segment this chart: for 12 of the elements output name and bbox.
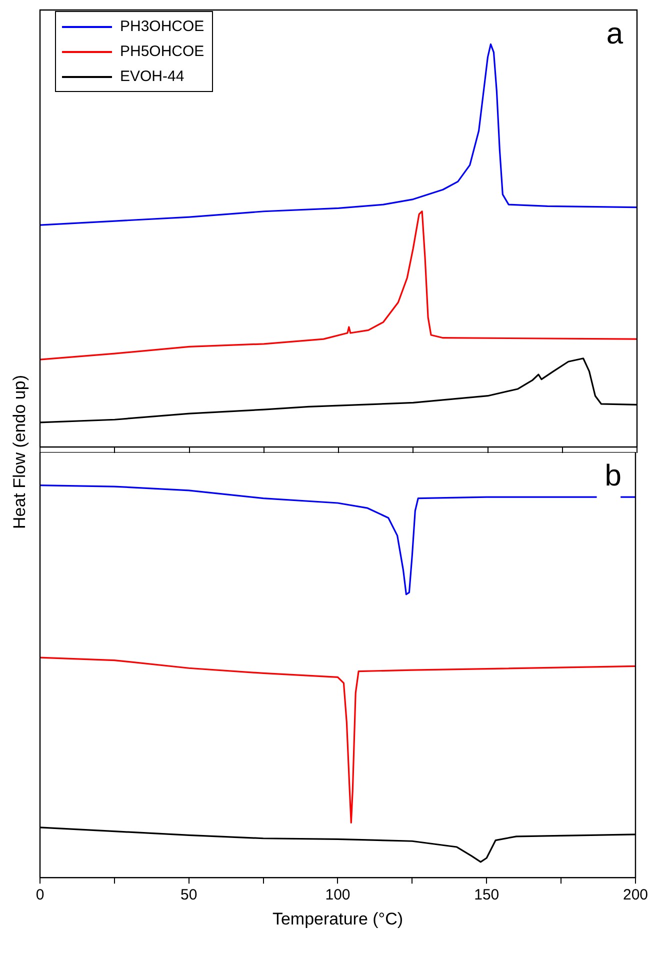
- legend-label: PH3OHCOE: [120, 18, 204, 35]
- legend-label: PH5OHCOE: [120, 43, 204, 60]
- x-tick-label: 100: [325, 886, 350, 904]
- x-tick-label: 0: [36, 886, 44, 904]
- x-tick-label: 50: [180, 886, 198, 904]
- legend-label: EVOH-44: [120, 68, 184, 85]
- annotation: b: [604, 459, 622, 492]
- x-tick-label: 150: [474, 886, 500, 904]
- x-axis-title: Temperature (°C): [272, 909, 404, 928]
- y-axis-title: Heat Flow (endo up): [10, 374, 30, 530]
- annotation: a: [606, 17, 624, 50]
- x-tick-label: 200: [622, 886, 648, 904]
